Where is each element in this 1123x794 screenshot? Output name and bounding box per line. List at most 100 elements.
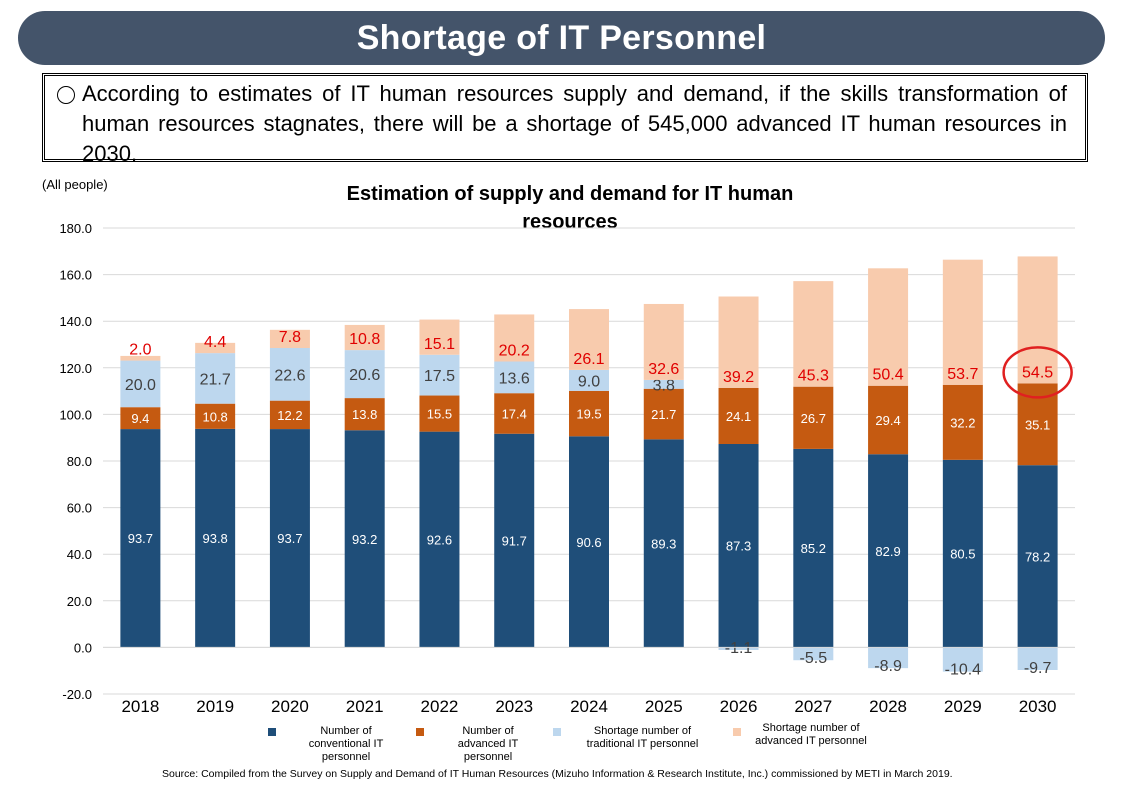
- y-tick-label: -20.0: [62, 687, 92, 702]
- data-label: 2.0: [129, 342, 151, 359]
- bar-segment: [494, 393, 535, 434]
- bar-segment: [419, 431, 460, 648]
- bar-segment: [494, 314, 535, 362]
- y-tick-label: 60.0: [67, 501, 92, 516]
- summary-box: According to estimates of IT human resou…: [42, 73, 1088, 166]
- data-label: 82.9: [875, 544, 900, 559]
- data-label: 22.6: [274, 367, 305, 384]
- x-tick-label: 2021: [346, 697, 384, 716]
- data-label: 21.7: [200, 371, 231, 388]
- data-label: 19.5: [576, 407, 601, 422]
- data-label: 93.8: [202, 531, 227, 546]
- y-tick-label: 140.0: [59, 314, 92, 329]
- data-label: 9.0: [578, 373, 600, 390]
- data-label: 21.7: [651, 407, 676, 422]
- data-label: -9.7: [1024, 660, 1052, 677]
- data-label: 20.2: [499, 343, 530, 360]
- bar-segment: [120, 360, 161, 408]
- bar-segment: [195, 342, 236, 354]
- bullet-circle-icon: [57, 86, 75, 104]
- bar-segment: [269, 347, 310, 401]
- data-label: 35.1: [1025, 417, 1050, 432]
- y-tick-label: 180.0: [59, 221, 92, 236]
- bar-segment: [942, 259, 983, 385]
- data-label: 32.2: [950, 415, 975, 430]
- data-label: 93.2: [352, 532, 377, 547]
- data-label: 20.0: [125, 377, 156, 394]
- bar-segment: [120, 429, 161, 648]
- data-label: 4.4: [204, 334, 226, 351]
- bar-segment: [195, 403, 236, 429]
- data-label: 26.7: [801, 411, 826, 426]
- bar-segment: [793, 448, 834, 648]
- data-label: 91.7: [502, 534, 527, 549]
- data-label: 90.6: [576, 535, 601, 550]
- legend-swatch-advanced-shortage: [733, 728, 741, 736]
- legend-swatch-advanced: [416, 728, 424, 736]
- bar-segment: [494, 433, 535, 648]
- bar-segment: [419, 395, 460, 432]
- bar-segment: [344, 430, 385, 648]
- legend-label-advanced: Number of advanced IT personnel: [457, 725, 519, 763]
- data-label: 9.4: [131, 411, 149, 426]
- data-label: 15.1: [424, 336, 455, 353]
- data-label: 80.5: [950, 547, 975, 562]
- bar-segment: [419, 354, 460, 396]
- x-tick-label: 2019: [196, 697, 234, 716]
- bar-segment: [344, 350, 385, 399]
- bar-segment: [1017, 256, 1058, 384]
- bar-segment: [793, 386, 834, 449]
- data-label: 93.7: [128, 531, 153, 546]
- legend-label-advanced-shortage: Shortage number of advanced IT personnel: [755, 722, 867, 747]
- bar-segment: [643, 379, 684, 389]
- data-label: 53.7: [947, 366, 978, 383]
- x-tick-label: 2029: [944, 697, 982, 716]
- bar-segment: [195, 428, 236, 648]
- y-tick-label: 160.0: [59, 268, 92, 283]
- data-label: -8.9: [874, 658, 902, 675]
- bar-segment: [643, 388, 684, 440]
- data-label: 87.3: [726, 539, 751, 554]
- page-title: Shortage of IT Personnel: [356, 18, 767, 57]
- bar-segment: [868, 647, 909, 669]
- data-label: 17.4: [502, 406, 527, 421]
- y-tick-label: 0.0: [74, 640, 92, 655]
- data-label: 7.8: [279, 329, 301, 346]
- bar-segment: [569, 436, 609, 648]
- bar-segment: [569, 390, 609, 437]
- bar-segment: [344, 324, 385, 351]
- bar-segment: [344, 398, 385, 431]
- bar-segment: [868, 385, 909, 455]
- bar-segment: [868, 454, 909, 648]
- y-tick-label: 100.0: [59, 407, 92, 422]
- x-tick-label: 2024: [570, 697, 608, 716]
- highlight-ellipse: [1002, 346, 1073, 399]
- data-label: 13.6: [499, 370, 530, 387]
- bar-segment: [942, 384, 983, 460]
- x-tick-label: 2028: [869, 697, 907, 716]
- bar-segment: [718, 647, 759, 650]
- bar-segment: [269, 429, 310, 648]
- bar-segment: [120, 355, 161, 361]
- x-tick-label: 2026: [720, 697, 758, 716]
- data-label: 93.7: [277, 531, 302, 546]
- summary-text: According to estimates of IT human resou…: [82, 81, 1067, 166]
- bar-segment: [942, 647, 983, 672]
- data-label: 50.4: [873, 367, 904, 384]
- bar-segment: [1017, 647, 1058, 671]
- bar-segment: [793, 281, 834, 387]
- data-label: 24.1: [726, 409, 751, 424]
- bar-segment: [1017, 465, 1058, 648]
- data-label: -5.5: [800, 650, 828, 667]
- unit-label: (All people): [42, 177, 108, 192]
- data-label: 32.6: [648, 361, 679, 378]
- data-label: 89.3: [651, 536, 676, 551]
- bar-segment: [868, 268, 909, 386]
- y-tick-label: 120.0: [59, 361, 92, 376]
- data-label: 10.8: [349, 331, 380, 348]
- bar-segment: [718, 387, 759, 444]
- legend-swatch-conventional: [268, 728, 276, 736]
- bar-segment: [643, 439, 684, 648]
- y-tick-label: 20.0: [67, 594, 92, 609]
